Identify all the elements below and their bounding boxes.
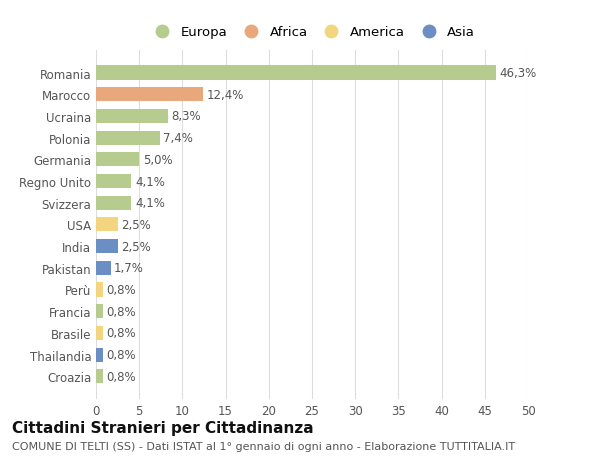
- Text: COMUNE DI TELTI (SS) - Dati ISTAT al 1° gennaio di ogni anno - Elaborazione TUTT: COMUNE DI TELTI (SS) - Dati ISTAT al 1° …: [12, 441, 515, 451]
- Text: 0,8%: 0,8%: [106, 327, 136, 340]
- Bar: [96, 240, 118, 253]
- Text: 0,8%: 0,8%: [106, 370, 136, 383]
- Bar: [96, 67, 496, 80]
- Text: 12,4%: 12,4%: [206, 89, 244, 101]
- Text: 46,3%: 46,3%: [499, 67, 537, 80]
- Text: 4,1%: 4,1%: [135, 175, 165, 188]
- Bar: [96, 348, 103, 362]
- Text: Cittadini Stranieri per Cittadinanza: Cittadini Stranieri per Cittadinanza: [12, 420, 314, 435]
- Text: 0,8%: 0,8%: [106, 305, 136, 318]
- Text: 4,1%: 4,1%: [135, 197, 165, 210]
- Bar: [96, 369, 103, 383]
- Text: 1,7%: 1,7%: [114, 262, 144, 274]
- Bar: [96, 88, 203, 102]
- Text: 2,5%: 2,5%: [121, 240, 151, 253]
- Bar: [96, 283, 103, 297]
- Text: 8,3%: 8,3%: [171, 110, 201, 123]
- Text: 5,0%: 5,0%: [143, 153, 172, 167]
- Bar: [96, 153, 139, 167]
- Bar: [96, 304, 103, 319]
- Text: 7,4%: 7,4%: [163, 132, 193, 145]
- Text: 2,5%: 2,5%: [121, 218, 151, 231]
- Bar: [96, 110, 168, 124]
- Bar: [96, 174, 131, 189]
- Legend: Europa, Africa, America, Asia: Europa, Africa, America, Asia: [145, 22, 479, 43]
- Bar: [96, 196, 131, 210]
- Bar: [96, 218, 118, 232]
- Text: 0,8%: 0,8%: [106, 283, 136, 297]
- Bar: [96, 326, 103, 340]
- Text: 0,8%: 0,8%: [106, 348, 136, 361]
- Bar: [96, 261, 110, 275]
- Bar: [96, 131, 160, 146]
